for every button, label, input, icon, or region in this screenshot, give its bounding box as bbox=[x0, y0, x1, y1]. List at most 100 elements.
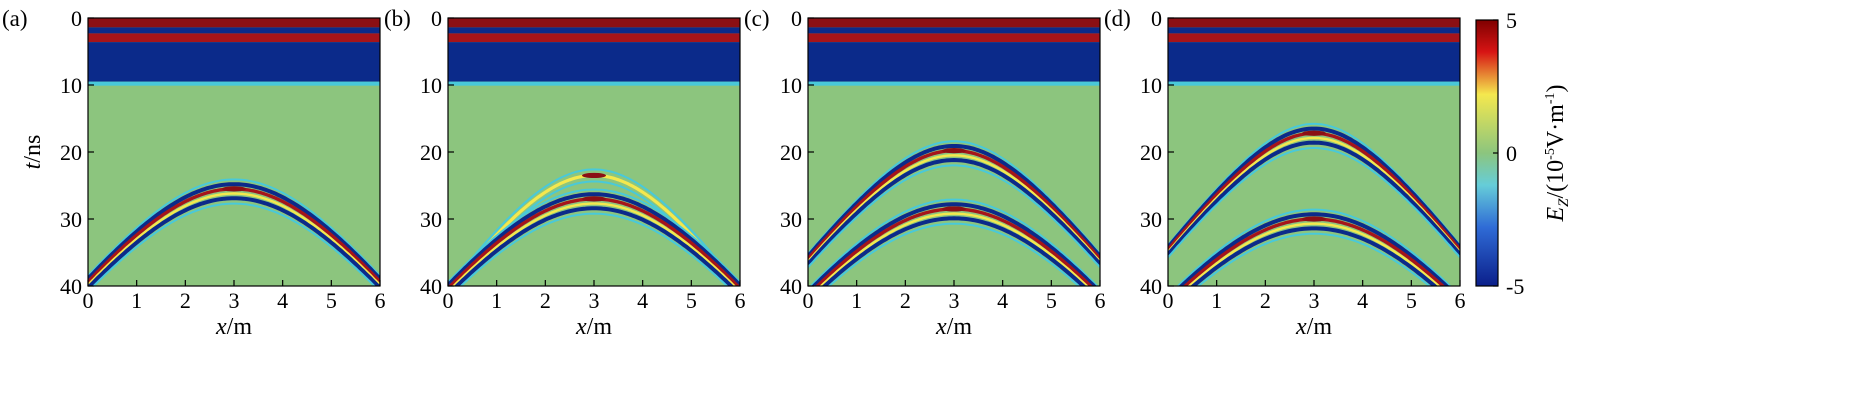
x-tick-label: 0 bbox=[83, 288, 94, 313]
x-tick-label: 1 bbox=[131, 288, 142, 313]
panel-label: (a) bbox=[2, 6, 28, 31]
y-tick-label: 10 bbox=[420, 73, 442, 98]
y-tick-label: 30 bbox=[420, 207, 442, 232]
direct-wave-band bbox=[448, 18, 740, 28]
x-axis-label: x/m bbox=[1295, 314, 1332, 340]
x-tick-label: 5 bbox=[686, 288, 697, 313]
direct-wave-band bbox=[448, 27, 740, 34]
hyperbola-apex bbox=[942, 206, 966, 212]
colorbar-label: EZ/(10-5V·m-1) bbox=[1543, 84, 1572, 222]
y-axis: 0 10 20 30 40 bbox=[60, 6, 94, 299]
hyperbola-band bbox=[88, 182, 380, 281]
x-tick-label: 4 bbox=[1357, 288, 1368, 313]
x-tick-label: 6 bbox=[375, 288, 386, 313]
heatmap-plot-area bbox=[448, 18, 740, 286]
x-tick-label: 2 bbox=[1260, 288, 1271, 313]
colorbar: 5 0 -5 EZ/(10-5V·m-1) bbox=[1475, 8, 1572, 299]
reflection-hyperbola bbox=[88, 178, 380, 286]
x-tick-label: 0 bbox=[1163, 288, 1174, 313]
x-tick-label: 0 bbox=[803, 288, 814, 313]
direct-wave-band bbox=[1168, 18, 1460, 28]
y-tick-label: 10 bbox=[780, 73, 802, 98]
direct-wave-band bbox=[1168, 42, 1460, 82]
hyperbola-band bbox=[1178, 212, 1450, 286]
hyperbola-apex bbox=[582, 196, 606, 202]
x-tick-label: 3 bbox=[589, 288, 600, 313]
hyperbola-band bbox=[448, 168, 740, 286]
x-tick-label: 4 bbox=[277, 288, 288, 313]
hyperbola-band bbox=[821, 216, 1087, 286]
y-tick-label: 20 bbox=[1140, 140, 1162, 165]
hyperbola-band bbox=[1168, 126, 1460, 249]
x-axis: 0 1 2 3 4 5 6 bbox=[443, 280, 746, 313]
direct-wave-band bbox=[448, 33, 740, 43]
y-axis: 0 10 20 30 40 bbox=[1140, 6, 1174, 299]
hyperbola-apex bbox=[942, 148, 966, 154]
direct-wave-band bbox=[808, 27, 1100, 34]
hyperbola-band bbox=[1176, 208, 1452, 286]
hyperbola-band bbox=[808, 157, 1100, 266]
heatmap-plot-area bbox=[1168, 18, 1460, 286]
y-axis-label: t/ns bbox=[20, 135, 46, 170]
direct-wave-band bbox=[448, 42, 740, 82]
direct-wave-band bbox=[1168, 81, 1460, 86]
x-tick-label: 2 bbox=[180, 288, 191, 313]
hyperbola-band bbox=[92, 202, 376, 286]
heatmap-plot-area bbox=[88, 18, 380, 286]
y-tick-label: 20 bbox=[780, 140, 802, 165]
y-axis: 0 10 20 30 40 bbox=[420, 6, 454, 299]
hyperbola-band bbox=[819, 212, 1089, 286]
y-tick-label: 0 bbox=[71, 6, 82, 31]
direct-wave-band bbox=[1168, 33, 1460, 43]
x-tick-label: 6 bbox=[735, 288, 746, 313]
x-tick-label: 3 bbox=[1309, 288, 1320, 313]
direct-wave-band bbox=[808, 18, 1100, 28]
x-axis-label: x/m bbox=[935, 314, 972, 340]
direct-wave-band bbox=[808, 42, 1100, 82]
x-tick-label: 1 bbox=[1211, 288, 1222, 313]
hyperbola-band bbox=[827, 222, 1081, 286]
x-tick-label: 5 bbox=[326, 288, 337, 313]
hyperbola-apex bbox=[582, 172, 606, 179]
x-axis: 0 1 2 3 4 5 6 bbox=[803, 280, 1106, 313]
x-tick-label: 4 bbox=[637, 288, 648, 313]
y-tick-label: 20 bbox=[420, 140, 442, 165]
colorbar-tick-label: 0 bbox=[1506, 141, 1517, 166]
hyperbola-band bbox=[1190, 226, 1438, 286]
x-axis: 0 1 2 3 4 5 6 bbox=[83, 280, 386, 313]
hyperbola-band bbox=[1168, 140, 1460, 256]
x-tick-label: 6 bbox=[1455, 288, 1466, 313]
hyperbola-band bbox=[1196, 232, 1432, 286]
reflection-hyperbola bbox=[808, 140, 1100, 268]
hyperbola-apex bbox=[1302, 130, 1326, 136]
direct-wave-band bbox=[448, 81, 740, 86]
x-tick-label: 5 bbox=[1046, 288, 1057, 313]
hyperbola-band bbox=[88, 196, 380, 286]
colorbar-tick-label: 5 bbox=[1506, 8, 1517, 33]
direct-wave-band bbox=[808, 33, 1100, 43]
x-tick-label: 3 bbox=[949, 288, 960, 313]
hyperbola-band bbox=[1168, 136, 1460, 253]
y-tick-label: 0 bbox=[431, 6, 442, 31]
x-axis-label: x/m bbox=[575, 314, 612, 340]
hyperbola-band bbox=[811, 202, 1097, 286]
x-tick-label: 2 bbox=[540, 288, 551, 313]
reflection-hyperbola bbox=[1168, 122, 1460, 259]
direct-wave-band bbox=[88, 33, 380, 43]
x-tick-label: 4 bbox=[997, 288, 1008, 313]
y-tick-label: 40 bbox=[1140, 274, 1162, 299]
reflection-hyperbola bbox=[809, 198, 1099, 286]
panel-label: (b) bbox=[384, 6, 411, 31]
hyperbola-apex bbox=[1302, 216, 1326, 222]
x-tick-label: 2 bbox=[900, 288, 911, 313]
hyperbola-band bbox=[459, 212, 729, 286]
y-tick-label: 0 bbox=[791, 6, 802, 31]
hyperbola-band bbox=[88, 178, 380, 277]
panel-label: (d) bbox=[1104, 6, 1131, 31]
y-tick-label: 40 bbox=[60, 274, 82, 299]
heatmap-plot-area bbox=[808, 18, 1100, 286]
panel-label: (c) bbox=[744, 6, 770, 31]
hyperbola-band bbox=[1168, 147, 1460, 259]
